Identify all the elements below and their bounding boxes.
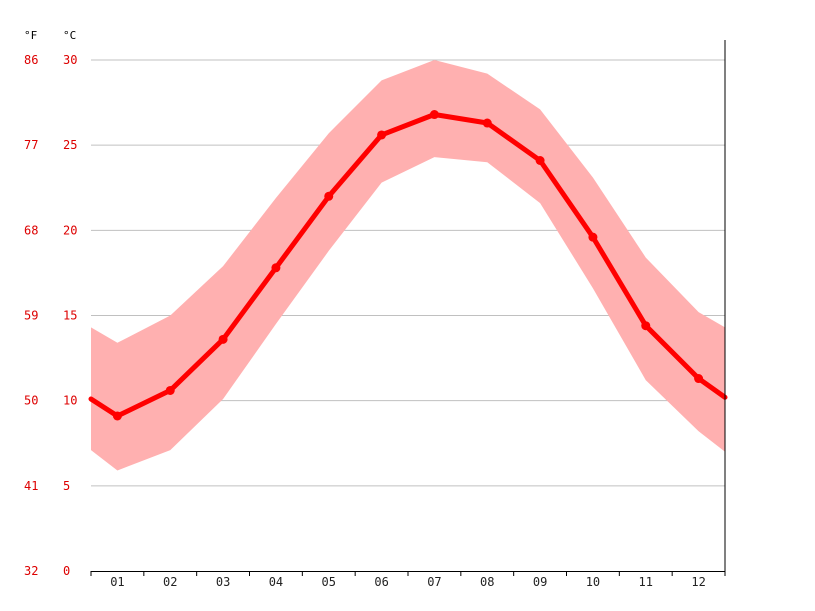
x-tick-07: 07 — [427, 575, 441, 589]
y-tick-c-15: 15 — [63, 309, 77, 323]
x-tick-03: 03 — [216, 575, 230, 589]
y-tick-f-59: 59 — [24, 309, 38, 323]
x-tick-06: 06 — [374, 575, 388, 589]
y-tick-f-50: 50 — [24, 394, 38, 408]
x-tick-11: 11 — [639, 575, 653, 589]
y-tick-f-41: 41 — [24, 479, 38, 493]
y-tick-f-32: 32 — [24, 564, 38, 578]
x-tick-04: 04 — [269, 575, 283, 589]
average-point-06 — [377, 130, 387, 140]
axes — [90, 40, 726, 576]
y-tick-c-30: 30 — [63, 53, 77, 67]
y-tick-f-68: 68 — [24, 223, 38, 237]
average-point-02 — [165, 385, 175, 395]
y-tick-c-10: 10 — [63, 394, 77, 408]
x-tick-12: 12 — [691, 575, 705, 589]
average-point-09 — [535, 155, 545, 165]
y-tick-c-5: 5 — [63, 479, 70, 493]
average-point-12 — [694, 374, 704, 384]
y-tick-c-25: 25 — [63, 138, 77, 152]
average-point-05 — [324, 191, 334, 201]
average-point-01 — [112, 411, 122, 421]
average-point-11 — [641, 321, 651, 331]
x-tick-08: 08 — [480, 575, 494, 589]
y-tick-f-86: 86 — [24, 53, 38, 67]
average-line-path — [88, 112, 728, 419]
y-tick-c-20: 20 — [63, 223, 77, 237]
celsius-unit-label: °C — [63, 29, 76, 42]
min-max-band — [91, 60, 725, 471]
fahrenheit-unit-label: °F — [24, 29, 37, 42]
tick-labels: °F °C 0 32 5 41 10 50 15 59 20 68 25 77 30 86 01 02 03 04… — [24, 29, 706, 589]
average-point-03 — [218, 334, 228, 344]
y-tick-f-77: 77 — [24, 138, 38, 152]
x-tick-01: 01 — [110, 575, 124, 589]
average-point-10 — [588, 232, 598, 242]
average-point-08 — [482, 118, 492, 128]
x-tick-05: 05 — [322, 575, 336, 589]
x-tick-02: 02 — [163, 575, 177, 589]
average-line — [88, 110, 728, 421]
min-max-band-area — [91, 60, 725, 471]
average-point-07 — [429, 110, 439, 120]
y-tick-c-0: 0 — [63, 564, 70, 578]
x-tick-10: 10 — [586, 575, 600, 589]
average-point-04 — [271, 263, 281, 273]
x-tick-09: 09 — [533, 575, 547, 589]
